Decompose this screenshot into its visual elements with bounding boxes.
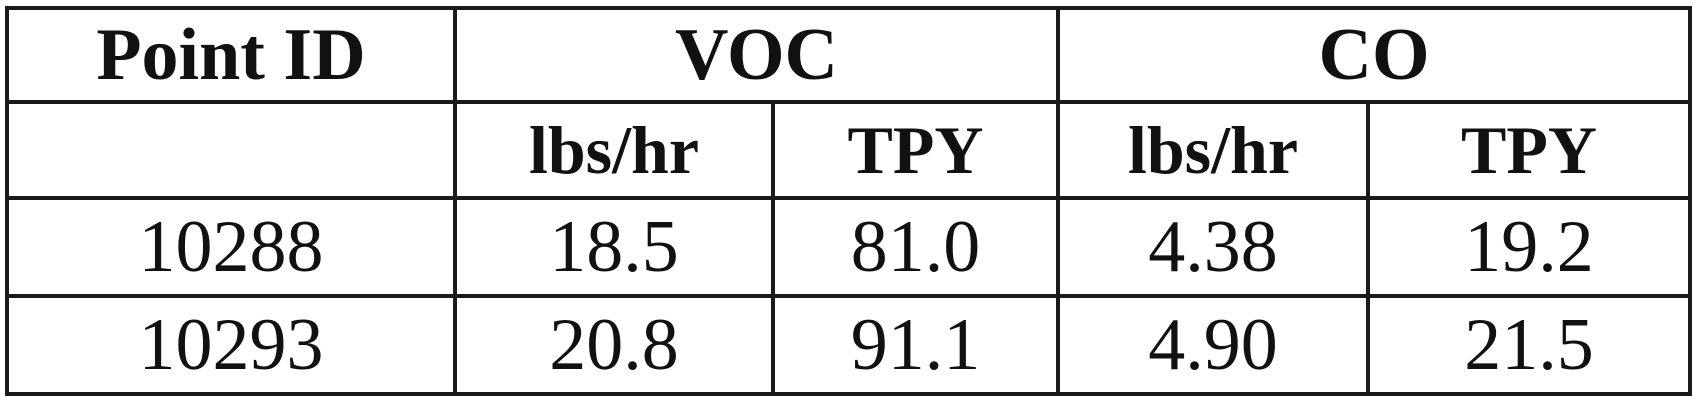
subheader-voc-lbs-hr: lbs/hr: [453, 100, 775, 200]
subheader-co-tpy: TPY: [1366, 100, 1692, 200]
header-row: Point ID VOC CO: [5, 6, 1692, 104]
cell-co-tpy: 19.2: [1366, 196, 1692, 298]
cell-point-id: 10293: [5, 294, 457, 396]
header-point-id: Point ID: [5, 6, 457, 104]
cell-co-lbs-hr: 4.38: [1056, 196, 1370, 298]
cell-co-tpy: 21.5: [1366, 294, 1692, 396]
subheader-blank: [5, 100, 457, 200]
subheader-voc-tpy: TPY: [771, 100, 1060, 200]
cell-voc-tpy: 91.1: [771, 294, 1060, 396]
subheader-co-lbs-hr: lbs/hr: [1056, 100, 1370, 200]
cell-point-id: 10288: [5, 196, 457, 298]
cell-voc-lbs-hr: 20.8: [453, 294, 775, 396]
emissions-table: Point ID VOC CO lbs/hr TPY lbs/hr TPY 10…: [5, 6, 1692, 396]
cell-co-lbs-hr: 4.90: [1056, 294, 1370, 396]
cell-voc-tpy: 81.0: [771, 196, 1060, 298]
subheader-row: lbs/hr TPY lbs/hr TPY: [5, 100, 1692, 200]
header-voc: VOC: [453, 6, 1060, 104]
cell-voc-lbs-hr: 18.5: [453, 196, 775, 298]
table-row: 10288 18.5 81.0 4.38 19.2: [5, 196, 1692, 298]
header-co: CO: [1056, 6, 1692, 104]
table-row: 10293 20.8 91.1 4.90 21.5: [5, 294, 1692, 396]
